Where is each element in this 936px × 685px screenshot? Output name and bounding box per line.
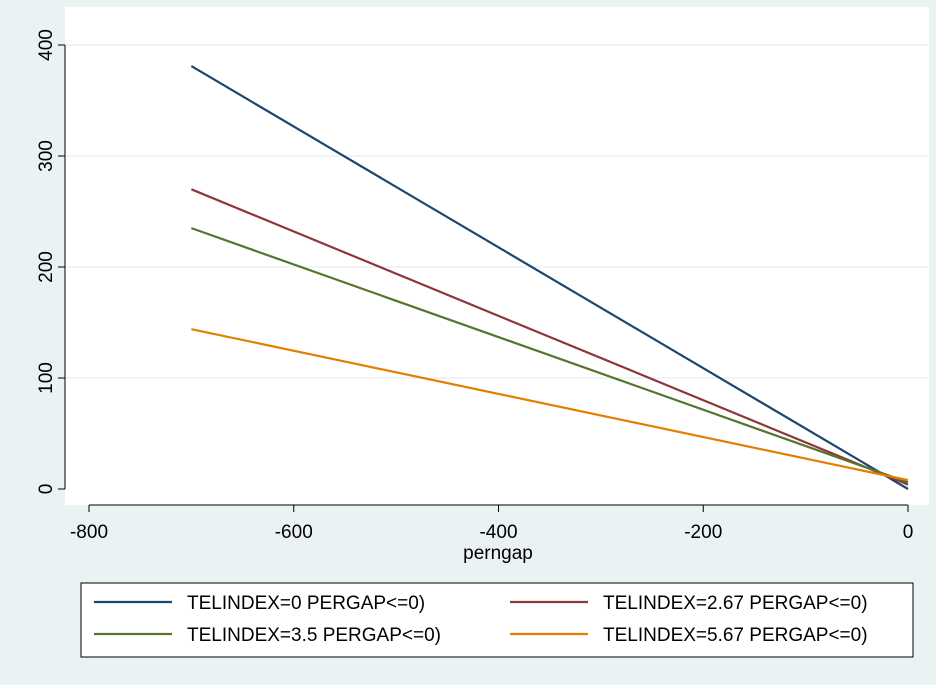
y-tick-label: 0 bbox=[36, 484, 57, 495]
x-axis-title: perngap bbox=[463, 543, 533, 564]
series-line-2 bbox=[190, 188, 909, 486]
legend-label-3: TELINDEX=3.5 PERGAP<=0) bbox=[187, 625, 441, 646]
y-tick-label: 100 bbox=[36, 362, 57, 394]
y-tick-label: 300 bbox=[36, 140, 57, 172]
y-tick-label: 200 bbox=[36, 251, 57, 283]
x-tick-label: -600 bbox=[275, 522, 313, 543]
series-line-1 bbox=[190, 65, 909, 490]
x-axis-ticks: -800 -600 -400 -200 0 bbox=[70, 505, 913, 543]
legend-label-1: TELINDEX=0 PERGAP<=0) bbox=[187, 593, 425, 614]
x-tick-label: -800 bbox=[70, 522, 108, 543]
series-line-3 bbox=[191, 227, 909, 484]
series-lines bbox=[190, 65, 909, 490]
x-tick-label: -400 bbox=[479, 522, 517, 543]
x-tick-label: 0 bbox=[903, 522, 914, 543]
gridlines bbox=[66, 44, 929, 379]
legend-label-2: TELINDEX=2.67 PERGAP<=0) bbox=[603, 593, 868, 614]
series-line-4 bbox=[191, 328, 909, 482]
y-tick-label: 400 bbox=[36, 29, 57, 61]
x-tick-label: -200 bbox=[684, 522, 722, 543]
legend-box bbox=[80, 582, 914, 658]
y-axis-ticks: 0 100 200 300 400 bbox=[36, 29, 65, 494]
plot-region bbox=[65, 7, 929, 505]
legend-label-4: TELINDEX=5.67 PERGAP<=0) bbox=[603, 625, 868, 646]
legend: TELINDEX=0 PERGAP<=0) TELINDEX=2.67 PERGA… bbox=[94, 593, 868, 646]
